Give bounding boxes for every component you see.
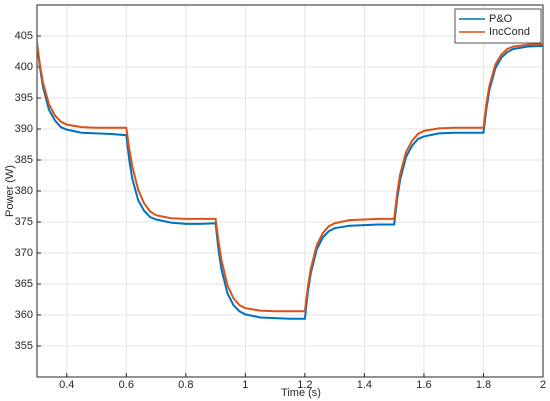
y-tick-label: 375: [15, 216, 33, 228]
legend-label: P&O: [489, 13, 513, 25]
y-tick-label: 365: [15, 278, 33, 290]
series-line: [37, 42, 543, 320]
y-tick-label: 370: [15, 247, 33, 259]
x-axis-label: Time (s): [281, 387, 321, 399]
y-tick-label: 390: [15, 123, 33, 135]
x-tick-label: 2: [540, 379, 546, 391]
x-tick-label: 0.4: [59, 379, 74, 391]
x-tick-label: 1.8: [476, 379, 491, 391]
x-tick-label: 1: [242, 379, 248, 391]
y-tick-label: 355: [15, 340, 33, 352]
series-line: [37, 43, 543, 313]
y-tick-label: 405: [15, 30, 33, 42]
y-tick-label: 385: [15, 154, 33, 166]
y-tick-label: 395: [15, 92, 33, 104]
y-tick-label: 360: [15, 309, 33, 321]
legend-label: IncCond: [489, 26, 530, 38]
x-tick-label: 1.4: [357, 379, 372, 391]
plot-frame: [36, 4, 544, 378]
y-axis-label: Power (W): [4, 165, 16, 217]
x-tick-label: 0.6: [119, 379, 134, 391]
legend-box: [454, 8, 542, 44]
x-tick-label: 1.2: [297, 379, 312, 391]
x-tick-label: 1.6: [416, 379, 431, 391]
y-tick-label: 380: [15, 185, 33, 197]
x-tick-label: 0.8: [178, 379, 193, 391]
y-tick-label: 400: [15, 61, 33, 73]
